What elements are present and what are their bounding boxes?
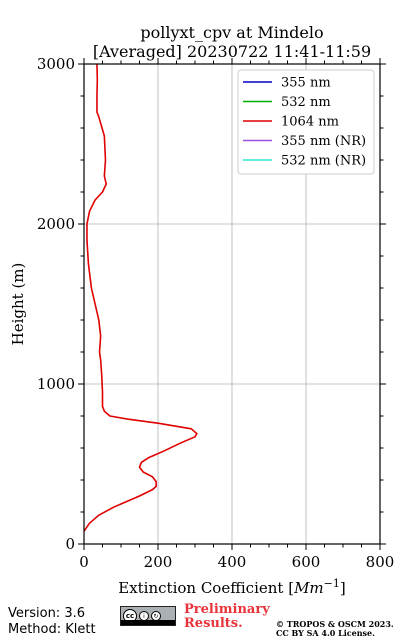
y-tick-label-0: 0	[65, 535, 75, 553]
x-axis-unit-exponent: −1	[324, 577, 340, 590]
version-text: Version: 3.6	[8, 606, 85, 621]
preliminary-results-notice: Preliminary Results.	[184, 603, 270, 631]
cc-logo-icon: cc	[123, 609, 137, 623]
x-axis-label-text: Extinction Coefficient	[118, 579, 283, 597]
chart-title-line1: pollyxt_cpv at Mindelo	[140, 23, 323, 42]
x-tick-label-200: 200	[144, 553, 173, 571]
tick-labels: 0 200 400 600 800 0 1000 2000 3000	[37, 55, 395, 571]
preliminary-line2: Results.	[184, 616, 243, 631]
footer-version-block: Version: 3.6 Method: Klett	[8, 606, 96, 638]
cc-license-badge: cc i ↻	[120, 606, 176, 626]
x-axis-label-bracket-open: [	[288, 579, 294, 597]
x-tick-label-600: 600	[292, 553, 321, 571]
method-text: Method: Klett	[8, 622, 96, 637]
legend: 355 nm 532 nm 1064 nm 355 nm (NR) 532 nm (NR…	[237, 69, 375, 175]
x-tick-label-800: 800	[366, 553, 395, 571]
legend-label-532-nm-nr: 532 nm (NR)	[281, 154, 366, 169]
cc-badge-strip	[121, 620, 175, 625]
x-axis-label: Extinction Coefficient [Mm−1]	[118, 577, 346, 597]
x-axis-label-bracket-close: ]	[340, 579, 346, 597]
y-tick-label-3000: 3000	[37, 55, 75, 73]
preliminary-line1: Preliminary	[184, 602, 270, 617]
legend-box	[237, 69, 375, 175]
series-layer	[83, 63, 198, 532]
y-tick-label-2000: 2000	[37, 215, 75, 233]
copyright-notice: © TROPOS & OSCM 2023. CC BY SA 4.0 Licen…	[276, 620, 394, 638]
x-tick-label-400: 400	[218, 553, 247, 571]
legend-label-355-nm: 355 nm	[281, 76, 331, 91]
legend-label-1064-nm: 1064 nm	[281, 115, 339, 130]
x-tick-label-0: 0	[79, 553, 89, 571]
copyright-line2: CC BY SA 4.0 License.	[276, 628, 375, 638]
x-axis-unit-base: Mm	[293, 579, 324, 597]
axis-ticks	[78, 58, 386, 550]
y-tick-label-1000: 1000	[37, 375, 75, 393]
copyright-line1: © TROPOS & OSCM 2023.	[276, 619, 394, 629]
legend-label-355-nm-nr: 355 nm (NR)	[281, 134, 366, 149]
chart-title-line2: [Averaged] 20230722 11:41-11:59	[93, 42, 371, 61]
legend-label-532-nm: 532 nm	[281, 95, 331, 110]
y-axis-label: Height (m)	[9, 263, 27, 346]
series-line-1064-nm	[83, 63, 198, 532]
